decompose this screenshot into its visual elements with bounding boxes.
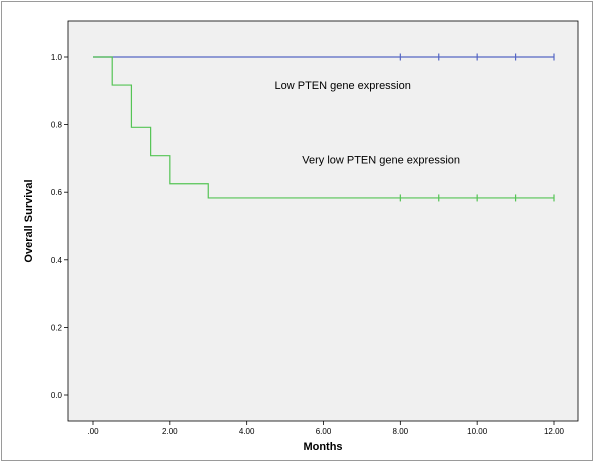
x-tick-label: 12.00 [544,427,565,436]
y-tick-label: 0.6 [51,188,63,197]
x-axis-title: Months [303,441,342,453]
series-line-1 [93,56,554,199]
annotations: Low PTEN gene expression Very low PTEN ge… [275,80,460,166]
y-tick-label: 0.8 [51,121,63,130]
series-layer [93,53,555,202]
plot-area [67,20,579,422]
x-tick-label: 10.00 [467,427,488,436]
y-axis-title: Overall Survival [23,179,35,262]
x-axis: .00 2.00 4.00 6.00 8.00 10.00 12.00 [87,421,565,436]
x-tick-label: 8.00 [393,427,409,436]
y-tick-label: 0.2 [51,323,63,332]
y-tick-label: 0.0 [51,391,63,400]
y-tick-label: 1.0 [51,53,63,62]
x-tick-label: 6.00 [316,427,332,436]
series-annotation: Very low PTEN gene expression [302,154,460,166]
y-axis: 0.0 0.2 0.4 0.6 0.8 1.0 [51,53,68,400]
y-tick-label: 0.4 [51,256,63,265]
series-annotation: Low PTEN gene expression [275,80,411,92]
x-tick-label: 2.00 [162,427,178,436]
x-tick-label: 4.00 [239,427,255,436]
x-tick-label: .00 [87,427,99,436]
